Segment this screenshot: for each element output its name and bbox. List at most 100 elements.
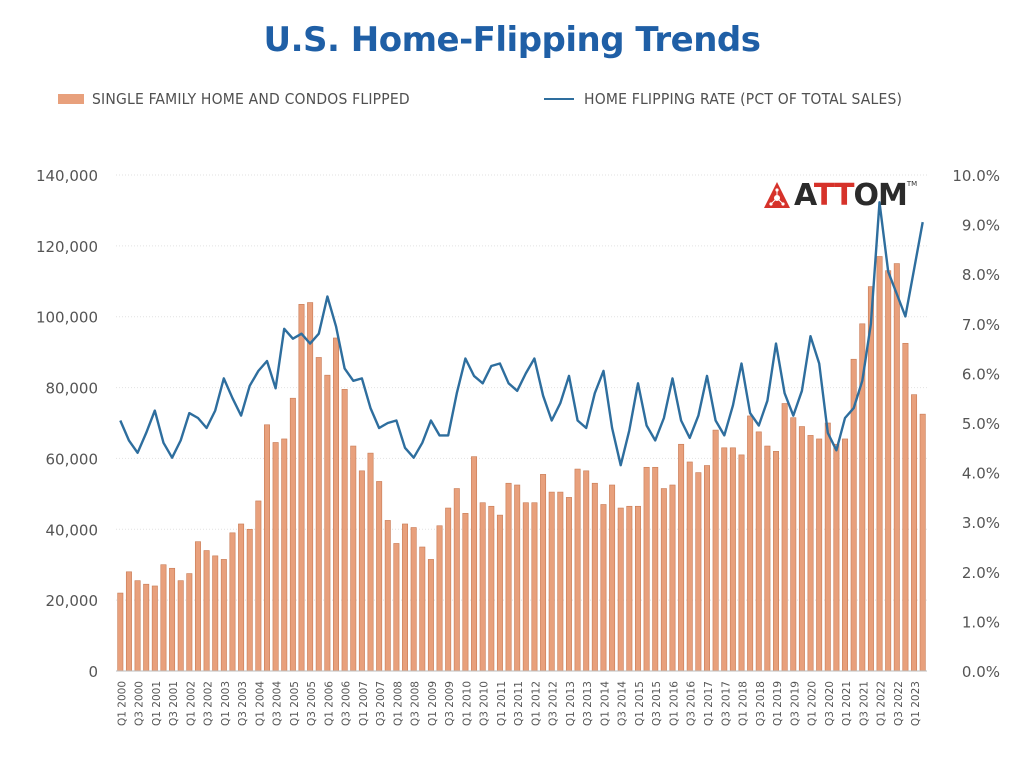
bar: [393, 543, 400, 672]
y-right-tick-label: 9.0%: [962, 217, 1000, 235]
x-tick-label: Q1 2007: [358, 681, 370, 726]
x-tick-label: Q3 2015: [651, 681, 663, 726]
bar: [488, 505, 495, 672]
bar: [384, 520, 391, 672]
y-left-tick-label: 120,000: [36, 238, 98, 256]
x-tick-label: Q3 2019: [789, 681, 801, 726]
bar: [289, 397, 296, 672]
x-tick-label: Q1 2015: [634, 681, 646, 726]
x-tick-label: Q1 2000: [116, 681, 128, 726]
bar: [324, 374, 331, 672]
legend-bar-swatch: [58, 94, 84, 104]
y-left-tick-label: 100,000: [36, 309, 98, 327]
x-tick-label: Q1 2020: [807, 681, 819, 726]
bar: [151, 585, 158, 672]
bar: [617, 507, 624, 672]
bar: [712, 429, 719, 672]
x-tick-label: Q3 2014: [617, 681, 629, 726]
bar: [678, 443, 685, 672]
bar: [186, 573, 193, 672]
bar: [911, 394, 918, 672]
bar: [376, 481, 383, 672]
y-right-tick-label: 1.0%: [962, 613, 1000, 631]
bar: [436, 525, 443, 672]
bar: [540, 474, 547, 672]
bar: [902, 342, 909, 672]
y-right-tick-label: 5.0%: [962, 415, 1000, 433]
bar: [764, 445, 771, 672]
bar: [634, 505, 641, 672]
x-tick-label: Q3 2001: [168, 681, 180, 726]
bar: [117, 592, 124, 672]
bar: [125, 571, 132, 672]
bar: [842, 438, 849, 672]
x-tick-label: Q1 2003: [220, 681, 232, 726]
bar: [565, 497, 572, 672]
bar: [350, 445, 357, 672]
bar: [169, 567, 176, 672]
x-tick-label: Q3 2011: [513, 681, 525, 726]
x-tick-label: Q3 2018: [755, 681, 767, 726]
legend-line-label: HOME FLIPPING RATE (PCT OF TOTAL SALES): [584, 90, 903, 108]
x-tick-label: Q1 2019: [772, 681, 784, 726]
bar: [272, 442, 279, 672]
bar: [341, 389, 348, 672]
x-tick-label: Q3 2003: [237, 681, 249, 726]
legend-item-line: HOME FLIPPING RATE (PCT OF TOTAL SALES): [544, 90, 902, 108]
x-tick-label: Q1 2001: [151, 681, 163, 726]
y-left-tick-label: 60,000: [46, 450, 99, 468]
x-tick-label: Q1 2021: [841, 681, 853, 726]
bar: [255, 500, 262, 672]
bar: [367, 452, 374, 672]
bar: [238, 523, 245, 672]
bar: [600, 504, 607, 672]
bar: [807, 435, 814, 672]
y-left-tick-label: 20,000: [46, 592, 99, 610]
x-tick-label: Q1 2011: [496, 681, 508, 726]
bar: [229, 532, 236, 672]
legend: SINGLE FAMILY HOME AND CONDOS FLIPPED HO…: [0, 90, 1024, 114]
x-tick-label: Q1 2004: [254, 681, 266, 726]
legend-item-bars: SINGLE FAMILY HOME AND CONDOS FLIPPED: [58, 90, 410, 108]
bar: [557, 491, 564, 672]
x-tick-label: Q3 2017: [720, 681, 732, 726]
bar: [893, 263, 900, 672]
x-tick-label: Q3 2002: [203, 681, 215, 726]
x-tick-label: Q1 2005: [289, 681, 301, 726]
x-tick-label: Q3 2009: [444, 681, 456, 726]
bar: [824, 422, 831, 672]
x-tick-label: Q1 2013: [565, 681, 577, 726]
bar: [410, 527, 417, 672]
x-tick-label: Q3 2012: [548, 681, 560, 726]
y-right-tick-label: 10.0%: [952, 167, 1000, 185]
x-tick-label: Q3 2007: [375, 681, 387, 726]
bar: [264, 424, 270, 672]
x-tick-label: Q1 2010: [461, 681, 473, 726]
y-right-tick-label: 6.0%: [962, 365, 1000, 383]
bar: [876, 256, 883, 672]
bar: [298, 304, 305, 672]
bar: [833, 443, 840, 672]
x-tick-label: Q1 2008: [392, 681, 404, 726]
x-tick-label: Q1 2006: [323, 681, 335, 726]
x-tick-label: Q1 2014: [600, 681, 612, 726]
legend-line-swatch: [544, 97, 574, 101]
bar: [514, 484, 521, 672]
bar: [307, 302, 314, 672]
bar: [781, 403, 788, 672]
bar: [695, 472, 702, 672]
bar: [652, 466, 659, 672]
y-right-tick-label: 4.0%: [962, 465, 1000, 483]
bar: [505, 482, 512, 672]
bar: [134, 580, 141, 672]
bar: [609, 484, 616, 672]
y-right-tick-label: 0.0%: [962, 663, 1000, 681]
bar: [453, 488, 460, 672]
bar: [212, 555, 219, 672]
legend-bar-label: SINGLE FAMILY HOME AND CONDOS FLIPPED: [92, 90, 410, 108]
bar: [773, 451, 779, 672]
bar: [220, 559, 227, 672]
bar: [462, 513, 469, 672]
bar: [919, 413, 926, 672]
y-left-tick-label: 40,000: [46, 521, 99, 539]
